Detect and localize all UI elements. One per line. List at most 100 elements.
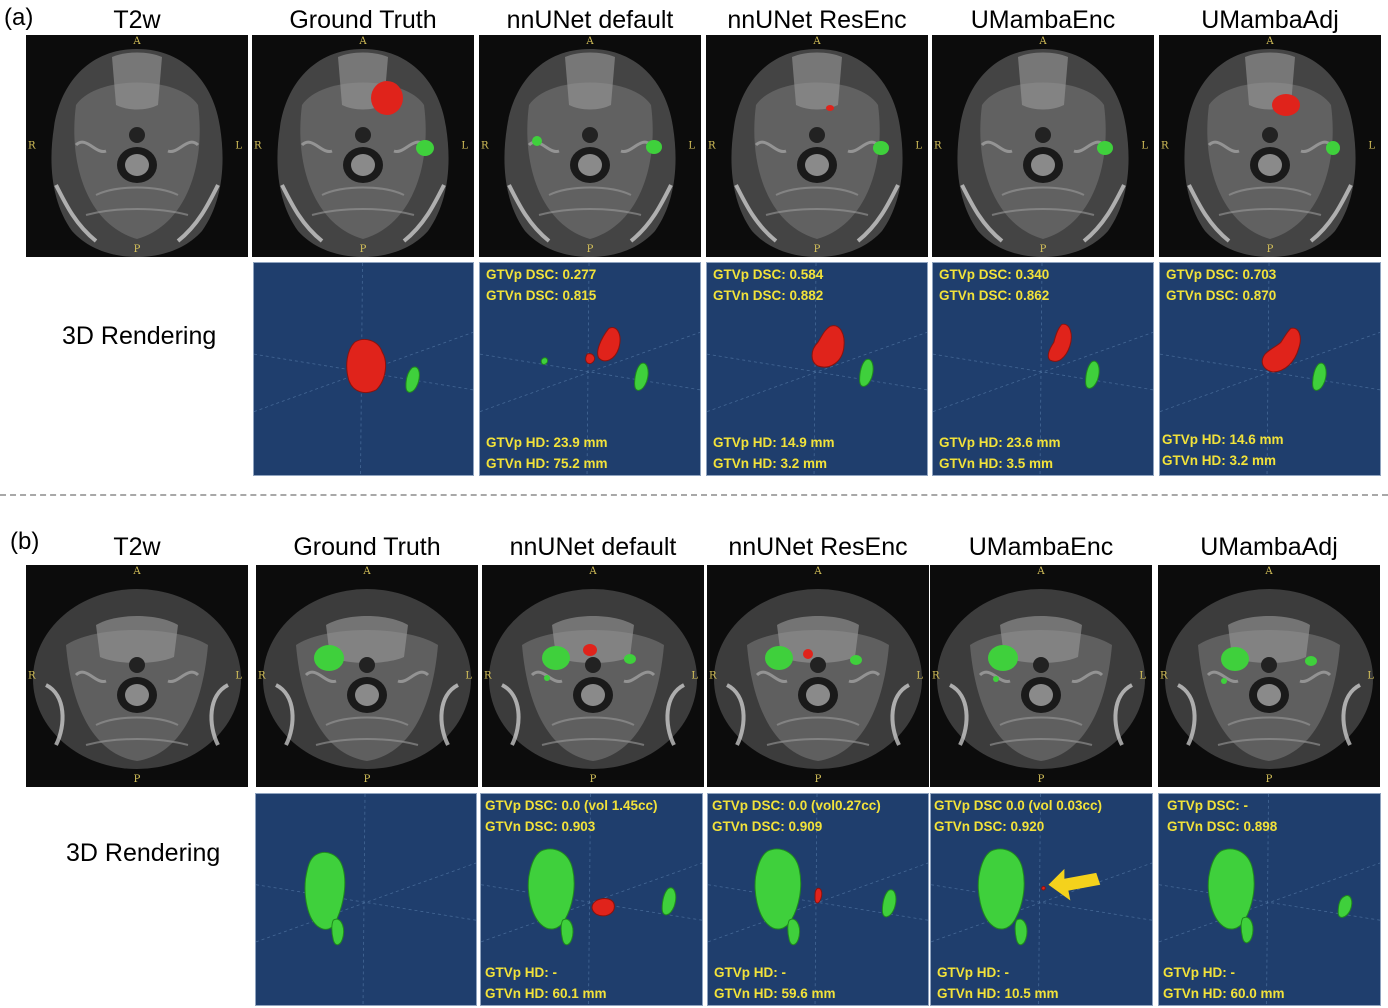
orientation-label-anterior: A bbox=[1266, 36, 1274, 47]
orientation-label-right: R bbox=[1160, 670, 1168, 682]
orientation-label-left: L bbox=[465, 670, 472, 682]
mri-slice-nnunet-default: A P R L bbox=[482, 565, 704, 787]
metric-gtvp-hd: GTVp HD: - bbox=[1163, 965, 1235, 980]
orientation-label-anterior: A bbox=[1265, 566, 1273, 577]
orientation-label-anterior: A bbox=[586, 36, 594, 47]
metric-gtvp-dsc: GTVp DSC: 0.0 (vol 1.45cc) bbox=[485, 798, 658, 813]
gtvn-surface bbox=[1240, 916, 1254, 944]
metric-gtvp-hd: GTVp HD: 23.9 mm bbox=[486, 435, 608, 450]
gtvn-surface bbox=[304, 852, 346, 930]
gtvp-surface bbox=[585, 353, 596, 365]
metric-gtvn-dsc: GTVn DSC: 0.920 bbox=[934, 819, 1045, 834]
col-title-umambaenc: UMambaEnc bbox=[968, 533, 1114, 561]
metric-gtvn-hd: GTVn HD: 3.2 mm bbox=[1162, 453, 1277, 468]
gtvn-overlay bbox=[988, 645, 1018, 671]
metric-gtvn-dsc: GTVn DSC: 0.903 bbox=[485, 819, 596, 834]
metric-gtvp-dsc: GTVp DSC 0.0 (vol 0.03cc) bbox=[934, 798, 1103, 813]
gtvp-surface bbox=[1261, 327, 1301, 373]
mri-slice-umambaenc: A P R L bbox=[930, 565, 1152, 787]
col-title-umambaadj: UMambaAdj bbox=[1201, 6, 1339, 34]
render-3d-nnunet-default: GTVp DSC: 0.0 (vol 1.45cc) GTVn DSC: 0.9… bbox=[480, 793, 703, 1006]
metric-gtvp-hd: GTVp HD: 14.9 mm bbox=[713, 435, 835, 450]
metric-gtvn-hd: GTVn HD: 3.5 mm bbox=[939, 456, 1054, 471]
metric-gtvp-dsc: GTVp DSC: 0.340 bbox=[939, 267, 1050, 282]
gtvn-overlay bbox=[416, 140, 434, 156]
mri-slice-ground-truth: A P R L bbox=[256, 565, 478, 787]
render-3d-umambaenc: GTVp DSC: 0.340 GTVn DSC: 0.862 GTVp HD:… bbox=[932, 262, 1154, 476]
crosshair-line bbox=[931, 884, 1152, 921]
render-3d-umambaadj: GTVp DSC: 0.703 GTVn DSC: 0.870 GTVp HD:… bbox=[1159, 262, 1381, 476]
gtvp-overlay bbox=[583, 644, 597, 656]
gtvn-overlay bbox=[1305, 656, 1317, 666]
gtvn-surface bbox=[754, 848, 802, 930]
mri-slice-umambaadj: A P R L bbox=[1158, 565, 1380, 787]
orientation-label-posterior: P bbox=[1039, 244, 1047, 255]
orientation-label-left: L bbox=[1141, 140, 1148, 152]
col-title-umambaadj: UMambaAdj bbox=[1200, 533, 1338, 561]
gtvn-overlay bbox=[314, 645, 344, 671]
gtvn-overlay bbox=[765, 646, 793, 670]
orientation-label-anterior: A bbox=[133, 566, 141, 577]
metric-gtvn-dsc: GTVn DSC: 0.909 bbox=[712, 819, 823, 834]
arrow-left-icon bbox=[1048, 868, 1101, 901]
gtvn-surface bbox=[1014, 918, 1028, 946]
render-3d-umambaenc: GTVp DSC 0.0 (vol 0.03cc) GTVn DSC: 0.92… bbox=[930, 793, 1153, 1006]
metric-gtvn-hd: GTVn HD: 60.1 mm bbox=[485, 986, 607, 1001]
orientation-label-right: R bbox=[1161, 140, 1169, 152]
mri-slice-nnunet-resenc: A P R L bbox=[706, 35, 928, 257]
metric-gtvp-dsc: GTVp DSC: - bbox=[1167, 798, 1248, 813]
gtvp-surface bbox=[346, 339, 387, 393]
gtvn-overlay bbox=[532, 136, 542, 146]
gtvn-surface bbox=[634, 362, 649, 391]
orientation-label-posterior: P bbox=[589, 774, 597, 785]
metric-gtvn-dsc: GTVn DSC: 0.870 bbox=[1166, 288, 1277, 303]
gtvp-overlay bbox=[803, 649, 813, 659]
gtvp-surface bbox=[591, 898, 615, 917]
col-title-nnunet-resenc: nnUNet ResEnc bbox=[728, 533, 908, 561]
orientation-label-posterior: P bbox=[814, 774, 822, 785]
crosshair-line bbox=[480, 353, 700, 391]
orientation-label-anterior: A bbox=[813, 36, 821, 47]
col-title-nnunet-default: nnUNet default bbox=[506, 6, 674, 34]
orientation-label-posterior: P bbox=[133, 774, 141, 785]
crosshair-line bbox=[256, 862, 476, 943]
mri-slice: A P R L bbox=[26, 565, 248, 787]
metric-gtvp-hd: GTVp HD: - bbox=[485, 965, 557, 980]
gtvn-surface bbox=[405, 366, 420, 393]
gtvp-overlay bbox=[371, 81, 403, 115]
render-3d-ground-truth bbox=[255, 793, 477, 1006]
orientation-label-left: L bbox=[916, 670, 923, 682]
metric-gtvp-dsc: GTVp DSC: 0.703 bbox=[1166, 267, 1277, 282]
orientation-label-posterior: P bbox=[363, 774, 371, 785]
gtvp-surface bbox=[811, 325, 845, 368]
orientation-label-anterior: A bbox=[133, 36, 141, 47]
orientation-label-right: R bbox=[28, 140, 36, 152]
gtvn-surface bbox=[527, 848, 575, 930]
crosshair-line bbox=[1160, 353, 1380, 391]
gtvn-surface bbox=[540, 357, 549, 365]
crosshair-line bbox=[707, 353, 927, 391]
crosshair-line bbox=[254, 353, 473, 391]
gtvn-surface bbox=[560, 918, 574, 946]
orientation-label-anterior: A bbox=[589, 566, 597, 577]
orientation-label-left: L bbox=[915, 140, 922, 152]
col-title-umambaenc: UMambaEnc bbox=[970, 6, 1116, 34]
orientation-label-posterior: P bbox=[1266, 244, 1274, 255]
crosshair-line bbox=[256, 884, 476, 921]
crosshair-line bbox=[362, 794, 366, 1005]
metric-gtvp-hd: GTVp HD: - bbox=[714, 965, 786, 980]
orientation-label-right: R bbox=[708, 140, 716, 152]
orientation-label-posterior: P bbox=[359, 244, 367, 255]
mri-slice-ground-truth: A P R L bbox=[252, 35, 474, 257]
metric-gtvn-hd: GTVn HD: 10.5 mm bbox=[937, 986, 1059, 1001]
gtvn-surface bbox=[977, 848, 1025, 930]
metric-gtvp-hd: GTVp HD: 23.6 mm bbox=[939, 435, 1061, 450]
mri-slice-nnunet-resenc: A P R L bbox=[707, 565, 929, 787]
gtvp-surface bbox=[814, 887, 823, 904]
render-3d-ground-truth bbox=[253, 262, 474, 476]
col-title-nnunet-default: nnUNet default bbox=[509, 533, 677, 561]
gtvn-overlay bbox=[1326, 141, 1340, 155]
gtvn-overlay bbox=[1097, 141, 1113, 155]
metric-gtvn-dsc: GTVn DSC: 0.898 bbox=[1167, 819, 1278, 834]
crosshair-line bbox=[933, 331, 1153, 412]
